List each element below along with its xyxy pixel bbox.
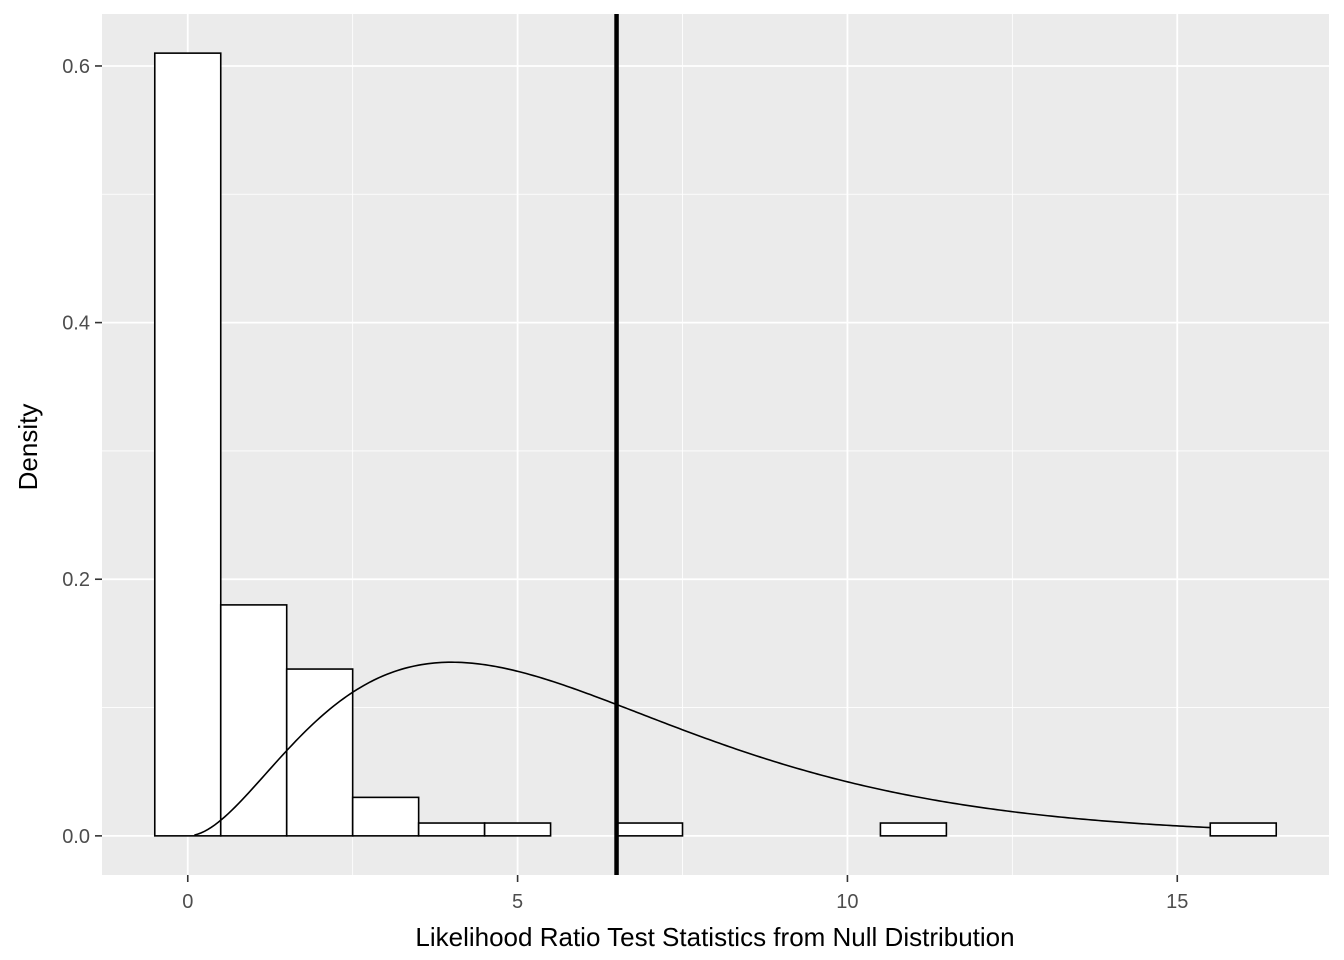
y-axis-ticks: 0.0 0.2 0.4 0.6 (62, 56, 102, 848)
histogram-bar (1209, 822, 1278, 837)
x-axis-ticks: 0 5 10 15 (182, 875, 1188, 913)
x-tick-label: 5 (512, 891, 523, 913)
y-tick-label: 0.6 (62, 56, 90, 78)
y-tick-label: 0.4 (62, 313, 90, 335)
histogram-bar (351, 796, 420, 837)
histogram-bars (153, 52, 1278, 837)
y-axis-title: Density (13, 404, 43, 491)
histogram-bar (219, 604, 288, 837)
y-tick-label: 0.2 (62, 569, 90, 591)
x-axis-title: Likelihood Ratio Test Statistics from Nu… (415, 922, 1014, 952)
x-tick-label: 10 (836, 891, 858, 913)
x-tick-label: 15 (1166, 891, 1188, 913)
histogram-bar (615, 822, 684, 837)
histogram-bar (153, 52, 222, 837)
histogram-bar (483, 822, 552, 837)
histogram-bar (285, 668, 354, 837)
density-curve (194, 661, 1211, 836)
histogram-bar (879, 822, 948, 837)
histogram-bar (417, 822, 486, 837)
x-tick-label: 0 (182, 891, 193, 913)
y-tick-label: 0.0 (62, 826, 90, 848)
